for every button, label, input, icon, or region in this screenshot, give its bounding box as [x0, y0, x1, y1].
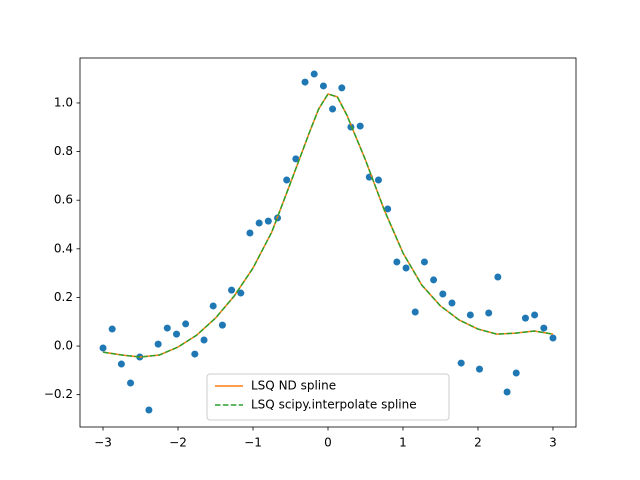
point	[108, 325, 116, 333]
x-tick-label: 0	[324, 436, 332, 450]
point	[255, 219, 263, 227]
point	[127, 379, 135, 387]
line	[102, 93, 554, 358]
point	[117, 360, 125, 368]
point	[182, 320, 190, 328]
point	[329, 105, 337, 113]
legend-label: LSQ scipy.interpolate spline	[251, 398, 417, 412]
x-tick-label: −2	[169, 436, 187, 450]
point	[209, 302, 217, 310]
plot-frame	[79, 57, 577, 428]
point	[420, 258, 428, 266]
line	[102, 93, 554, 358]
x-tick-label: 3	[549, 436, 557, 450]
point	[549, 334, 557, 342]
point	[200, 336, 208, 344]
x-tick-label: 1	[399, 436, 407, 450]
point	[448, 299, 456, 307]
point	[503, 388, 511, 396]
point	[494, 273, 502, 281]
point	[283, 176, 291, 184]
point	[319, 82, 327, 90]
point	[356, 122, 364, 130]
point	[191, 350, 199, 358]
point	[338, 84, 346, 92]
point	[218, 321, 226, 329]
point	[246, 229, 254, 237]
y-tick-label: 0.8	[54, 144, 73, 158]
legend-label: LSQ ND spline	[251, 379, 336, 393]
x-tick-label: −3	[94, 436, 112, 450]
point	[475, 365, 483, 373]
y-tick-label: 0.2	[54, 290, 73, 304]
point	[237, 289, 245, 297]
point	[430, 276, 438, 284]
y-tick-label: 0.6	[54, 193, 73, 207]
point	[393, 258, 401, 266]
y-tick-label: −0.2	[44, 387, 73, 401]
point	[228, 286, 236, 294]
point	[145, 406, 153, 414]
point	[485, 309, 493, 317]
point	[301, 78, 309, 86]
point	[292, 155, 300, 163]
point	[521, 314, 529, 322]
point	[531, 311, 539, 319]
point	[264, 217, 272, 225]
point	[99, 344, 107, 352]
point	[154, 340, 162, 348]
y-tick-label: 1.0	[54, 95, 73, 109]
point	[384, 205, 392, 213]
point	[540, 324, 548, 332]
point	[411, 308, 419, 316]
point	[163, 324, 171, 332]
point	[466, 311, 474, 319]
point	[402, 264, 410, 272]
legend-box	[206, 373, 450, 421]
point	[512, 369, 520, 377]
point	[310, 70, 318, 78]
point	[374, 176, 382, 184]
point	[173, 330, 181, 338]
x-tick-label: −1	[244, 436, 262, 450]
y-tick-label: 0.0	[54, 339, 73, 353]
x-tick-label: 2	[474, 436, 482, 450]
y-tick-label: 0.4	[54, 241, 73, 255]
point	[439, 290, 447, 298]
point	[457, 359, 465, 367]
